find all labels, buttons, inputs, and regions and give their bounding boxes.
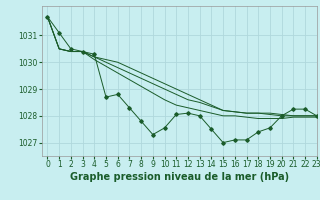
X-axis label: Graphe pression niveau de la mer (hPa): Graphe pression niveau de la mer (hPa) [70, 172, 289, 182]
